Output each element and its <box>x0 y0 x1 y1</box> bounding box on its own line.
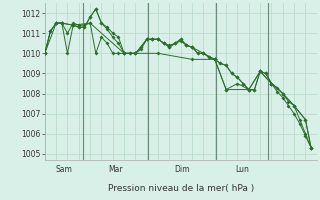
Text: Lun: Lun <box>235 165 249 174</box>
Text: Sam: Sam <box>55 165 72 174</box>
Text: Dim: Dim <box>174 165 190 174</box>
Text: Pression niveau de la mer( hPa ): Pression niveau de la mer( hPa ) <box>108 184 254 193</box>
Text: Mar: Mar <box>108 165 123 174</box>
